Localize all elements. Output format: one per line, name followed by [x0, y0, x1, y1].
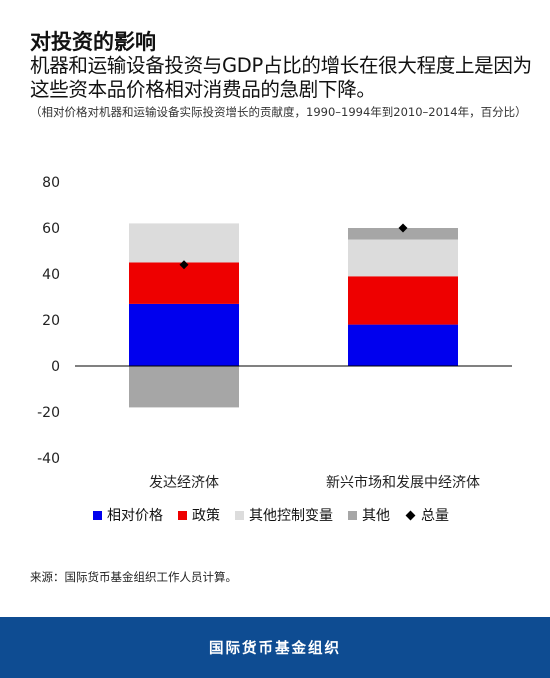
source-note: 来源：国际货币基金组织工作人员计算。 [30, 570, 237, 584]
legend-item-other-controls: 其他控制变量 [235, 505, 333, 525]
y-tick-label: 80 [42, 175, 60, 191]
bar-segment [348, 228, 458, 240]
chart-note: （相对价格对机器和运输设备实际投资增长的贡献度，1990–1994年到2010–… [30, 105, 527, 119]
y-tick-label: -40 [37, 451, 60, 467]
y-tick-label: 20 [42, 313, 60, 329]
bar-segment [348, 276, 458, 325]
y-tick-label: 60 [42, 221, 60, 237]
x-category-label: 新兴市场和发展中经济体 [326, 474, 480, 491]
total-marker [398, 223, 408, 233]
legend-item-other: 其他 [348, 505, 390, 525]
legend-swatch-policy [178, 510, 187, 520]
chart-legend: 相对价格 政策 其他控制变量 其他 总量 [93, 504, 449, 526]
legend-label-other: 其他 [362, 508, 390, 524]
legend-label-relative-price: 相对价格 [107, 508, 163, 524]
legend-label-other-controls: 其他控制变量 [249, 508, 333, 524]
bar-segment [129, 366, 239, 408]
chart-title: 对投资的影响 [30, 30, 156, 54]
bar-segment [348, 324, 458, 366]
legend-label-policy: 政策 [192, 508, 220, 524]
bar-segment [129, 262, 239, 304]
chart-plot: 80 60 40 20 0 -20 -40 发达经济体 新兴市场和发展中经济体 [37, 175, 512, 491]
legend-label-total: 总量 [421, 508, 449, 524]
y-tick-label: 40 [42, 267, 60, 283]
x-category-label: 发达经济体 [149, 475, 219, 491]
legend-item-policy: 政策 [178, 505, 220, 525]
y-tick-label: -20 [37, 405, 60, 421]
bar-segment [129, 223, 239, 263]
footer-logo-text: 国际货币基金组织 [209, 641, 341, 657]
legend-item-total: 总量 [405, 505, 449, 525]
bar-segment [129, 303, 239, 366]
legend-item-relative-price: 相对价格 [93, 505, 163, 525]
legend-swatch-relative-price [93, 510, 102, 520]
footer-banner: 国际货币基金组织 [0, 617, 550, 678]
legend-diamond-icon [405, 510, 416, 520]
y-tick-label: 0 [51, 359, 60, 375]
bar-segment [348, 239, 458, 277]
total-marker [179, 260, 189, 270]
legend-swatch-other [348, 510, 357, 520]
legend-swatch-other-controls [235, 510, 244, 520]
chart-subtitle: 机器和运输设备投资与GDP占比的增长在很大程度上是因为这些资本品价格相对消费品的… [30, 54, 532, 101]
